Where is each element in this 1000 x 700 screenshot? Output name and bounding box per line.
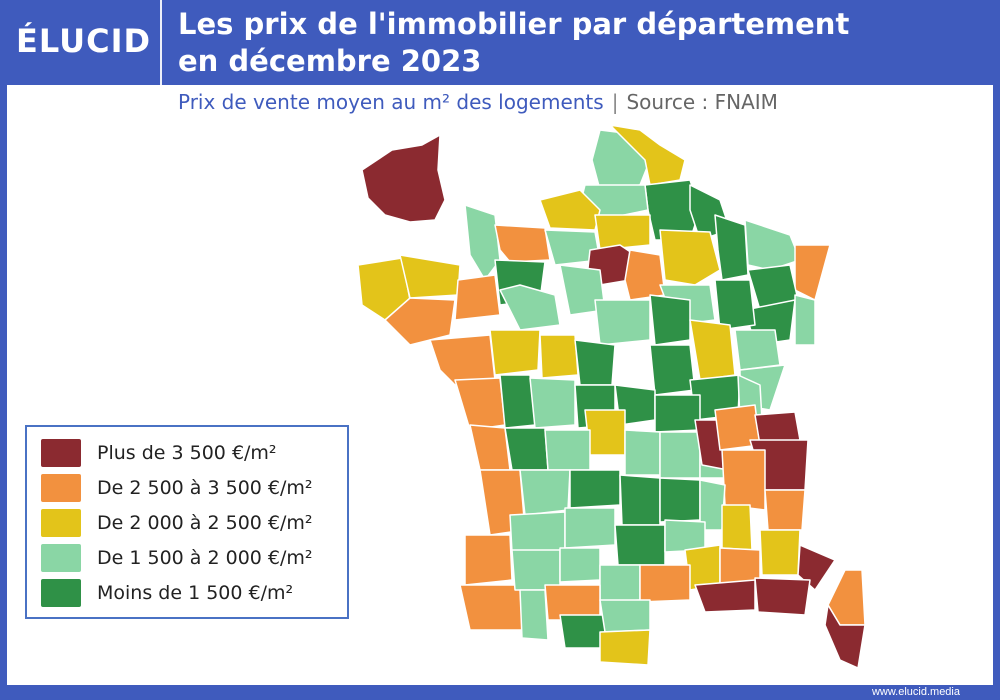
legend-swatch — [41, 439, 81, 467]
header-bar: ÉLUCID Les prix de l'immobilier par dépa… — [0, 0, 1000, 85]
legend-label: Moins de 1 500 €/m² — [97, 582, 294, 604]
dept-haute-loire — [659, 477, 701, 523]
legend-swatch — [41, 509, 81, 537]
dept-loiret — [594, 299, 651, 346]
dept-vendee — [454, 377, 506, 431]
dept-haute-vienne — [544, 429, 591, 471]
title-line-2: en décembre 2023 — [178, 44, 482, 78]
dept-loir-et-cher — [574, 339, 616, 386]
dept-maine-et-loire — [489, 329, 541, 376]
legend-label: De 2 500 à 3 500 €/m² — [97, 477, 313, 499]
dept-alpes-hte-provence — [759, 529, 801, 576]
dept-haut-rhin — [794, 294, 816, 346]
dept-haute-saone — [734, 329, 781, 371]
dept-herault — [639, 564, 691, 603]
legend-item-2000-2500: De 2 000 à 2 500 €/m² — [41, 509, 313, 537]
dept-ariege — [559, 614, 606, 649]
footer-url: www.elucid.media — [871, 686, 960, 698]
subtitle: Prix de vente moyen au m² des logements |… — [178, 90, 778, 114]
dept-lot-et-garonne — [509, 511, 566, 553]
subtitle-text: Prix de vente moyen au m² des logements — [178, 90, 604, 114]
dept-sarthe — [539, 334, 579, 379]
dept-gers — [511, 549, 561, 591]
elucid-logo: ÉLUCID — [16, 22, 152, 60]
dept-alpes-maritimes — [797, 544, 836, 591]
legend-item-2500-3500: De 2 500 à 3 500 €/m² — [41, 474, 313, 502]
map-legend: Plus de 3 500 €/m² De 2 500 à 3 500 €/m²… — [25, 425, 349, 619]
dept-var — [754, 577, 811, 616]
dept-hautes-pyrenees — [519, 589, 549, 641]
dept-puy-de-dome — [659, 431, 701, 479]
header-divider — [160, 0, 162, 85]
dept-manche — [464, 204, 501, 281]
dept-aude — [599, 599, 651, 633]
subtitle-separator: | — [611, 90, 619, 114]
dept-corse-du-sud — [824, 604, 866, 669]
legend-label: De 1 500 à 2 000 €/m² — [97, 547, 313, 569]
dept-allier — [654, 394, 701, 433]
dept-calvados — [494, 224, 551, 263]
dept-dordogne — [519, 469, 571, 516]
dept-drome — [721, 504, 753, 551]
dept-correze — [569, 469, 621, 509]
dept-isere — [721, 449, 766, 511]
legend-item-under-1500: Moins de 1 500 €/m² — [41, 579, 293, 607]
dept-meuse — [714, 214, 749, 281]
dept-seine-et-marne — [624, 249, 666, 301]
title-line-1: Les prix de l'immobilier par département — [178, 7, 850, 41]
dept-lot — [564, 507, 616, 549]
dept-lozere — [664, 519, 706, 553]
dept-orne — [499, 284, 561, 331]
dept-aveyron — [614, 524, 666, 566]
dept-pas-de-calais — [609, 124, 686, 186]
dept-morbihan — [384, 297, 456, 346]
dept-cantal — [619, 474, 661, 526]
legend-label: Plus de 3 500 €/m² — [97, 442, 277, 464]
dept-moselle — [744, 219, 801, 271]
dept-bas-rhin — [794, 244, 831, 301]
legend-item-1500-2000: De 1 500 à 2 000 €/m² — [41, 544, 313, 572]
dept-landes — [464, 534, 513, 586]
dept-cote-dor — [689, 319, 736, 381]
dept-tarn-et-garonne — [559, 547, 601, 583]
dept-marne — [659, 229, 721, 286]
dept-creuse — [624, 429, 661, 476]
dept-tarn — [599, 564, 641, 603]
legend-item-over-3500: Plus de 3 500 €/m² — [41, 439, 277, 467]
dept-bouches-du-rhone — [694, 579, 756, 613]
paris-inset — [361, 134, 446, 223]
legend-label: De 2 000 à 2 500 €/m² — [97, 512, 313, 534]
dept-haute-marne — [714, 279, 756, 331]
page-title: Les prix de l'immobilier par département… — [178, 6, 978, 80]
legend-swatch — [41, 474, 81, 502]
legend-swatch — [41, 544, 81, 572]
dept-charente-maritime — [469, 424, 511, 471]
dept-pyrenees-atlantiques — [459, 584, 523, 631]
dept-indre-et-loire — [584, 409, 626, 456]
dept-hautes-alpes — [764, 489, 806, 531]
dept-yonne — [649, 294, 691, 346]
legend-swatch — [41, 579, 81, 607]
dept-cotes-armor — [399, 254, 461, 299]
dept-ille-et-vilaine — [454, 274, 501, 321]
dept-vienne — [529, 377, 576, 429]
dept-charente — [504, 427, 549, 471]
dept-nievre — [649, 344, 696, 396]
source-text: Source : FNAIM — [626, 90, 778, 114]
dept-pyrenees-orientales — [599, 629, 651, 666]
dept-loire-atlantique — [429, 334, 496, 386]
dept-oise — [594, 214, 651, 251]
